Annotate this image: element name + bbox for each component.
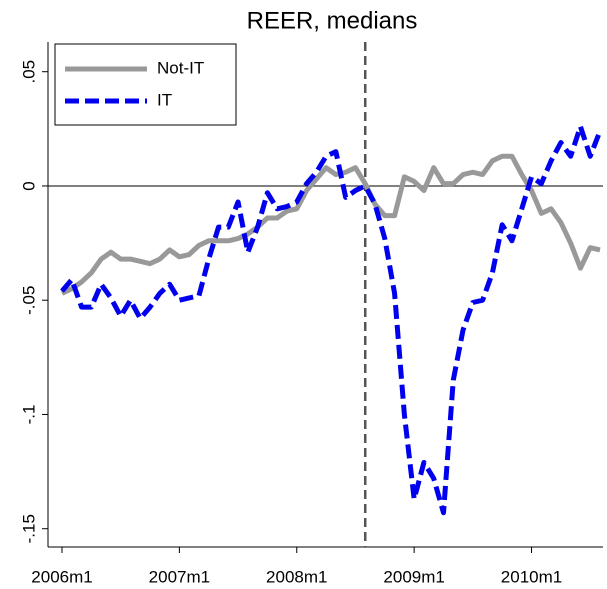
x-tick-label: 2007m1 (149, 567, 210, 586)
series-line (60, 153, 601, 296)
y-tick-label: -.05 (19, 286, 38, 315)
x-tick-label: 2009m1 (383, 567, 444, 586)
legend-box (54, 43, 237, 126)
y-tick-label: 0 (19, 181, 38, 190)
legend-label: IT (157, 90, 172, 109)
y-tick-label: -.15 (19, 514, 38, 543)
x-tick-label: 2010m1 (501, 567, 562, 586)
legend: Not-IT IT (54, 43, 237, 126)
y-tick-label: -.1 (19, 405, 38, 425)
legend-label: Not-IT (157, 58, 204, 77)
chart-title: REER, medians (247, 7, 418, 34)
y-tick-label: .05 (19, 60, 38, 84)
series-line (60, 124, 603, 516)
x-tick-label: 2008m1 (266, 567, 327, 586)
x-tick-label: 2006m1 (31, 567, 92, 586)
